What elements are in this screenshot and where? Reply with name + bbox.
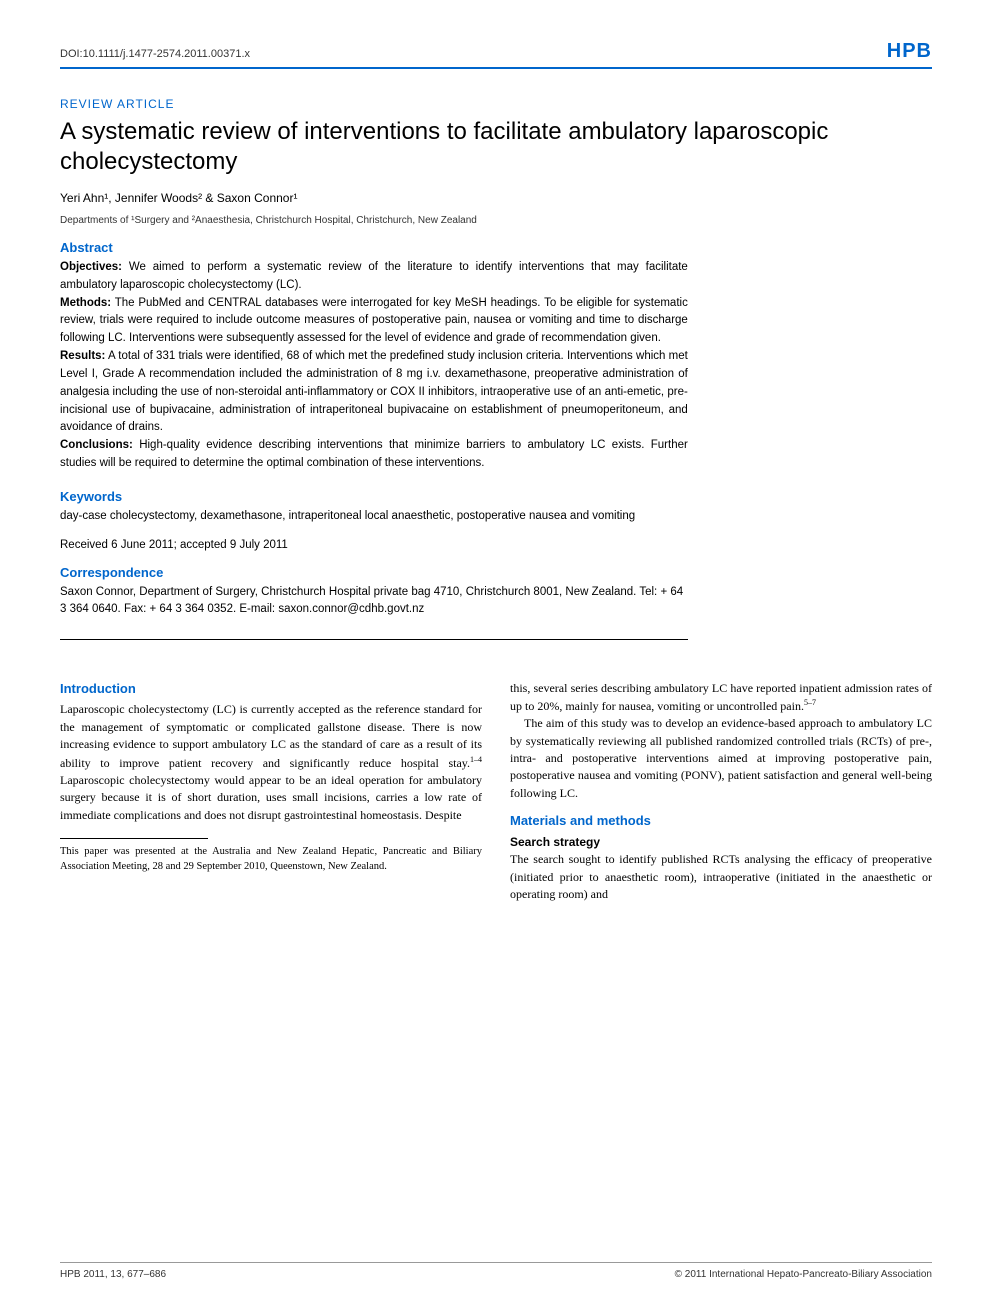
abstract-heading: Abstract: [60, 240, 688, 255]
intro-cont-text: this, several series describing ambulato…: [510, 681, 932, 713]
objectives-label: Objectives:: [60, 261, 122, 273]
footer-citation: HPB 2011, 13, 677–686: [60, 1269, 166, 1280]
footnote-divider: [60, 838, 208, 839]
column-right: this, several series describing ambulato…: [510, 680, 932, 904]
article-type: REVIEW ARTICLE: [60, 97, 932, 111]
results-text: A total of 331 trials were identified, 6…: [60, 350, 688, 433]
journal-page: DOI:10.1111/j.1477-2574.2011.00371.x HPB…: [0, 0, 992, 1304]
keywords-section: Keywords day-case cholecystectomy, dexam…: [60, 489, 688, 525]
doi-text: DOI:10.1111/j.1477-2574.2011.00371.x: [60, 48, 250, 60]
intro-text-b: Laparoscopic cholecystectomy would appea…: [60, 773, 482, 822]
page-footer: HPB 2011, 13, 677–686 © 2011 Internation…: [60, 1262, 932, 1280]
author-list: Yeri Ahn¹, Jennifer Woods² & Saxon Conno…: [60, 191, 932, 205]
abstract-conclusions: Conclusions: High-quality evidence descr…: [60, 437, 688, 473]
body-text: Introduction Laparoscopic cholecystectom…: [60, 680, 932, 904]
footer-copyright: © 2011 International Hepato-Pancreato-Bi…: [675, 1269, 932, 1280]
search-strategy-heading: Search strategy: [510, 834, 932, 851]
intro-continued: this, several series describing ambulato…: [510, 680, 932, 716]
section-divider: [60, 639, 688, 640]
keywords-heading: Keywords: [60, 489, 688, 504]
abstract-section: Abstract Objectives: We aimed to perform…: [60, 240, 688, 473]
article-dates: Received 6 June 2011; accepted 9 July 20…: [60, 539, 932, 551]
search-strategy-paragraph: The search sought to identify published …: [510, 851, 932, 903]
correspondence-heading: Correspondence: [60, 565, 688, 580]
affiliations: Departments of ¹Surgery and ²Anaesthesia…: [60, 215, 932, 226]
column-left: Introduction Laparoscopic cholecystectom…: [60, 680, 482, 904]
correspondence-section: Correspondence Saxon Connor, Department …: [60, 565, 688, 619]
intro-text-a: Laparoscopic cholecystectomy (LC) is cur…: [60, 702, 482, 769]
conclusions-text: High-quality evidence describing interve…: [60, 439, 688, 469]
abstract-methods: Methods: The PubMed and CENTRAL database…: [60, 295, 688, 348]
abstract-results: Results: A total of 331 trials were iden…: [60, 348, 688, 437]
citation-sup: 1–4: [470, 755, 482, 764]
methods-label: Methods:: [60, 297, 111, 309]
correspondence-text: Saxon Connor, Department of Surgery, Chr…: [60, 584, 688, 619]
methods-heading: Materials and methods: [510, 812, 932, 831]
citation-sup-2: 5–7: [804, 698, 816, 707]
objectives-text: We aimed to perform a systematic review …: [60, 261, 688, 291]
results-label: Results:: [60, 350, 105, 362]
keywords-text: day-case cholecystectomy, dexamethasone,…: [60, 508, 688, 525]
introduction-heading: Introduction: [60, 680, 482, 699]
abstract-objectives: Objectives: We aimed to perform a system…: [60, 259, 688, 295]
methods-text: The PubMed and CENTRAL databases were in…: [60, 297, 688, 345]
intro-paragraph: Laparoscopic cholecystectomy (LC) is cur…: [60, 701, 482, 824]
aim-paragraph: The aim of this study was to develop an …: [510, 715, 932, 802]
article-title: A systematic review of interventions to …: [60, 117, 932, 177]
journal-logo: HPB: [887, 40, 932, 63]
presentation-footnote: This paper was presented at the Australi…: [60, 845, 482, 874]
page-header: DOI:10.1111/j.1477-2574.2011.00371.x HPB: [60, 40, 932, 69]
conclusions-label: Conclusions:: [60, 439, 133, 451]
